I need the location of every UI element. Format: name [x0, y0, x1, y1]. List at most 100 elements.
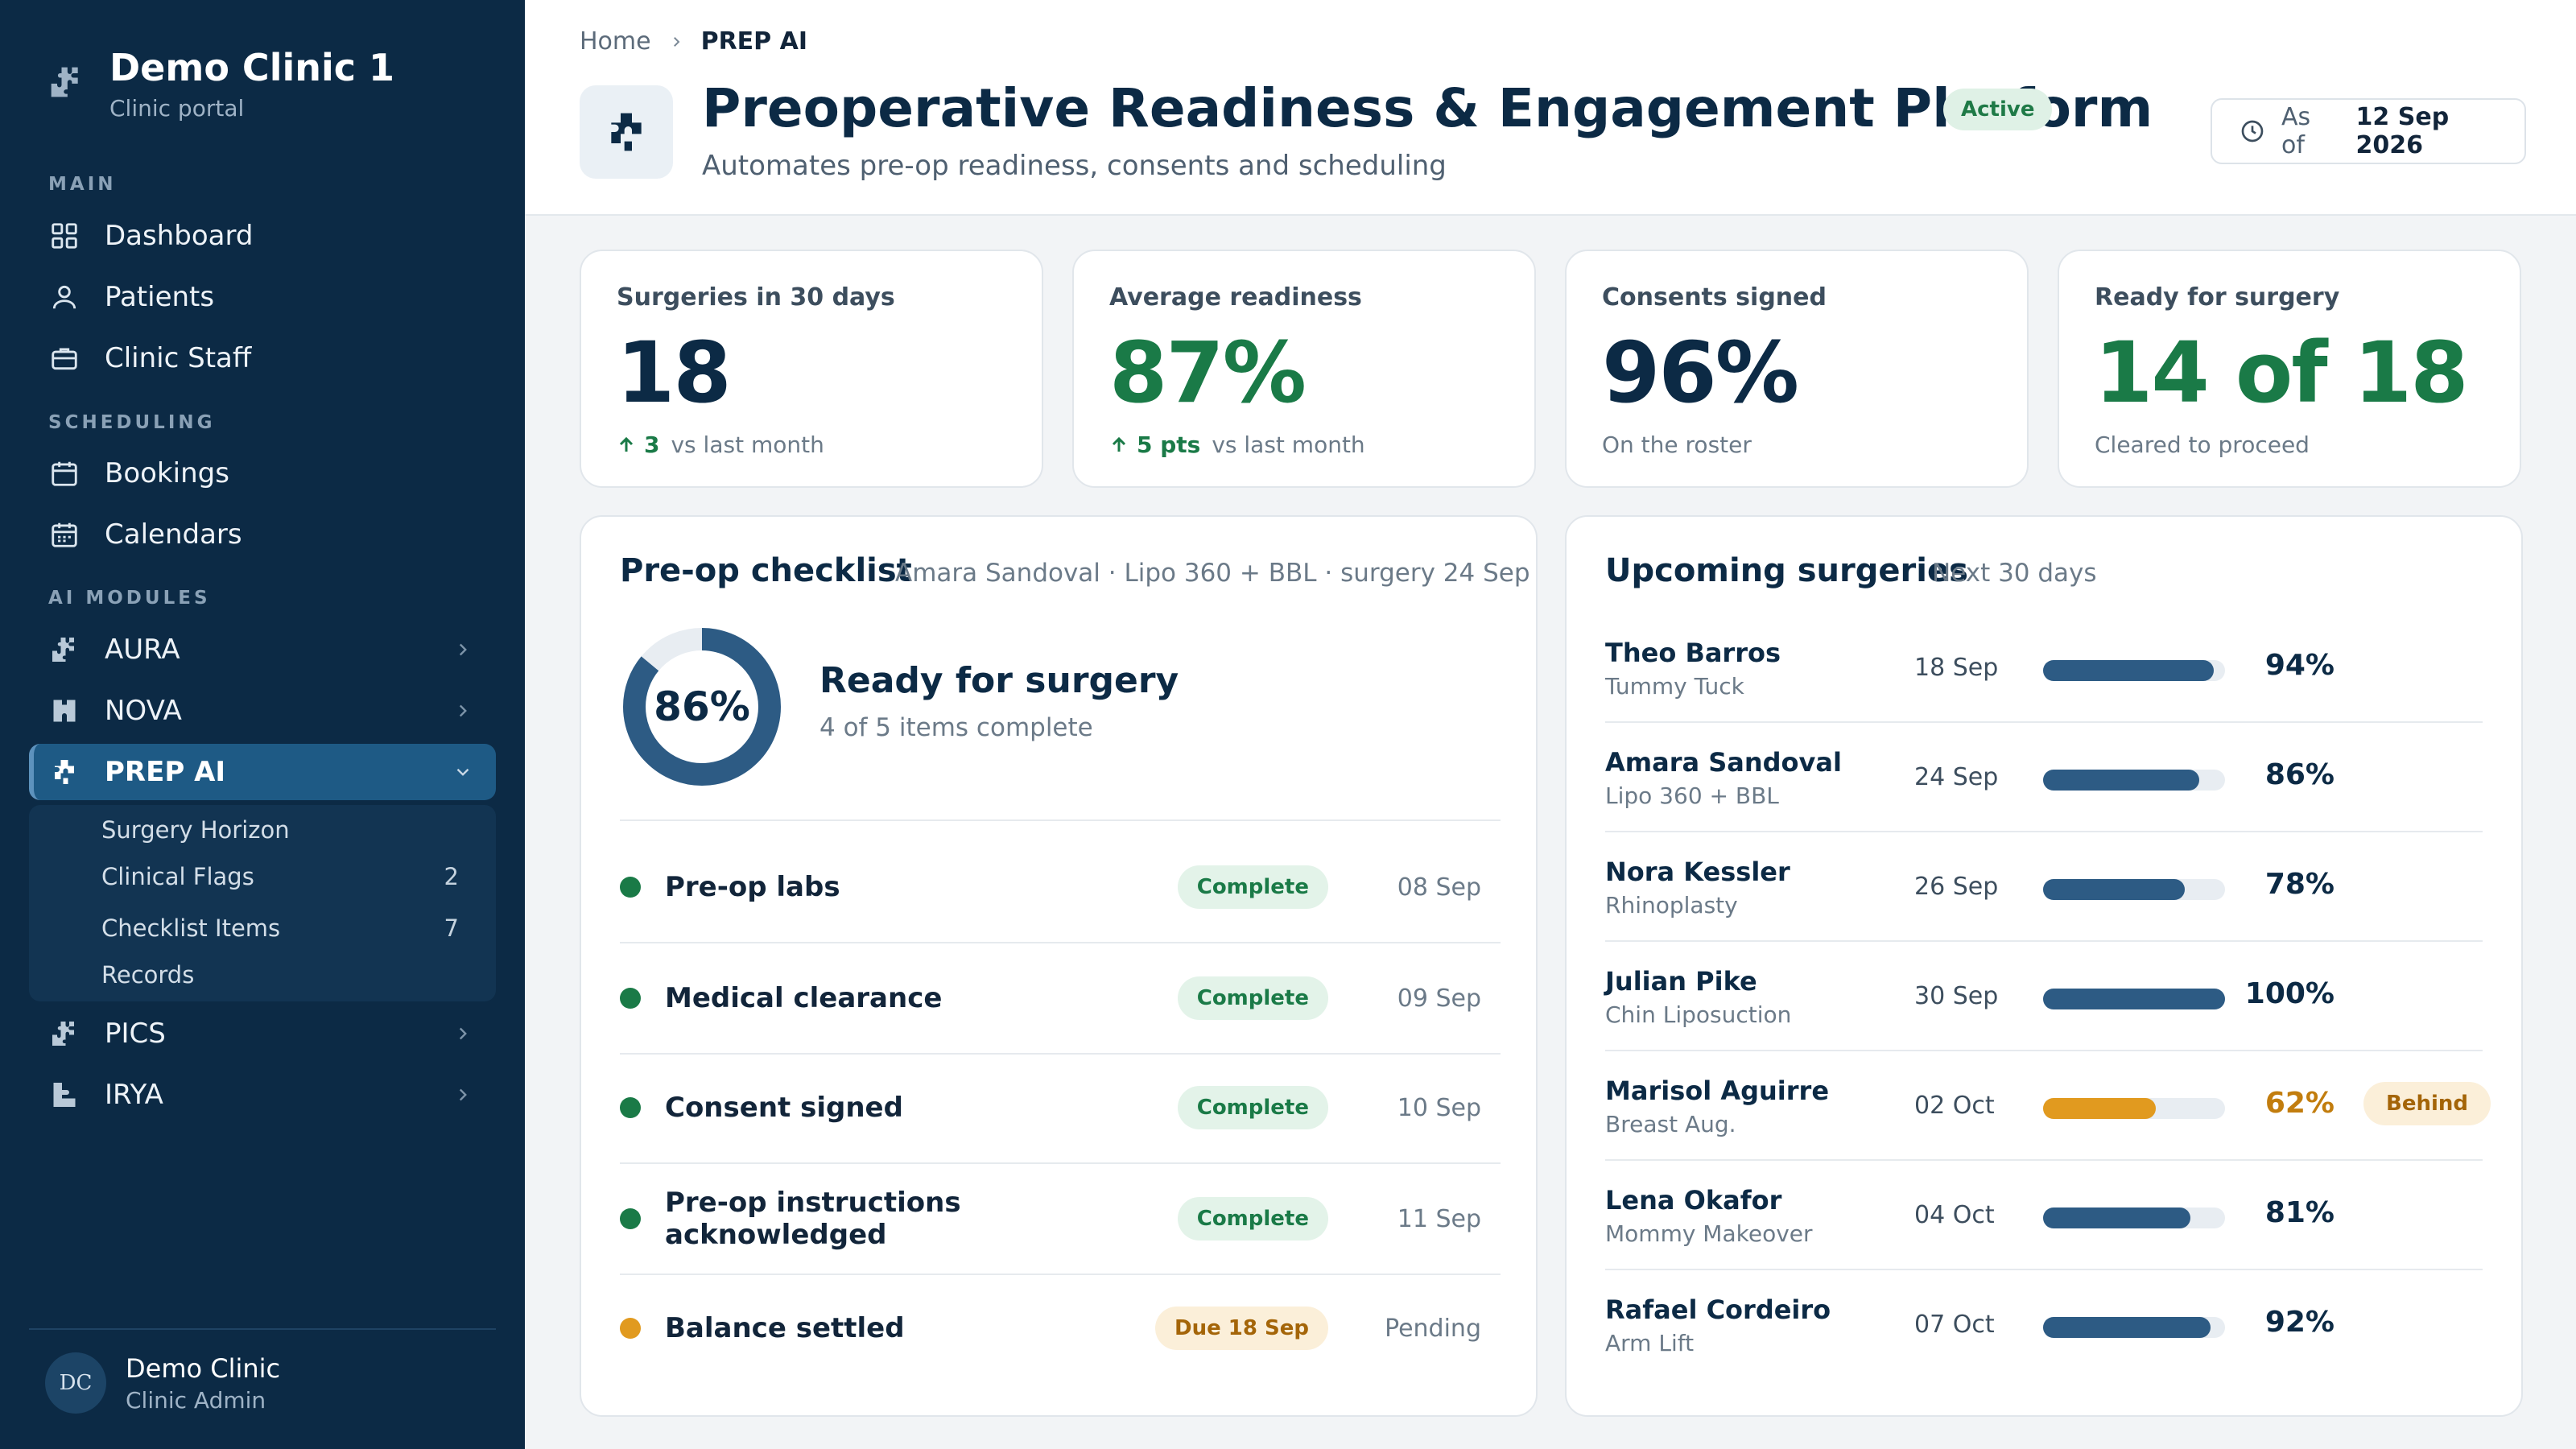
- surgery-row[interactable]: Theo Barros Tummy Tuck 18 Sep 94%: [1605, 612, 2483, 721]
- submenu-item-clinical-flags[interactable]: Clinical Flags 2: [101, 863, 496, 890]
- arrow-up-icon: [1112, 436, 1126, 452]
- procedure-name: Tummy Tuck: [1605, 673, 1744, 700]
- checklist-item-date: 09 Sep: [1397, 984, 1481, 1013]
- checklist-item-date: 10 Sep: [1397, 1093, 1481, 1122]
- readiness-percent: 92%: [2264, 1306, 2334, 1339]
- readiness-percent: 100%: [2244, 977, 2334, 1010]
- checklist-item-date: Pending: [1385, 1314, 1481, 1343]
- readiness-bar: [2043, 1098, 2225, 1119]
- stat-footer: 5 pts vs last month: [1109, 431, 1365, 458]
- divider: [1605, 831, 2483, 832]
- calendar-grid-icon: [48, 518, 80, 551]
- checklist-item-date: 11 Sep: [1397, 1204, 1481, 1233]
- surgery-row[interactable]: Marisol Aguirre Breast Aug. 02 Oct 62% Behin…: [1605, 1050, 2491, 1159]
- user-icon: [48, 281, 80, 313]
- divider: [1605, 940, 2483, 942]
- status-pill: Due 18 Sep: [1155, 1307, 1328, 1350]
- sidebar-item-pics[interactable]: PICS: [29, 1005, 496, 1062]
- breadcrumb-current: PREP AI: [700, 27, 807, 56]
- submenu-item-label: Clinical Flags: [101, 863, 254, 890]
- ring-progress: [623, 628, 781, 786]
- submenu-item-surgery-horizon[interactable]: Surgery Horizon: [101, 816, 496, 844]
- brand[interactable]: Demo Clinic 1 Clinic portal: [48, 45, 394, 122]
- submenu-item-checklist-items[interactable]: Checklist Items 7: [101, 914, 496, 942]
- readiness-bar: [2043, 879, 2225, 900]
- sidebar-item-patients[interactable]: Patients: [29, 269, 496, 325]
- sidebar-item-calendars[interactable]: Calendars: [29, 506, 496, 563]
- readiness-bar-fill: [2043, 660, 2215, 681]
- sidebar-item-nova[interactable]: NOVA: [29, 683, 496, 739]
- procedure-name: Mommy Makeover: [1605, 1220, 1813, 1247]
- user-profile[interactable]: DC Demo Clinic Clinic Admin: [45, 1352, 280, 1414]
- divider: [620, 942, 1501, 943]
- divider: [620, 819, 1501, 821]
- checklist-item-label: Pre-op labs: [665, 871, 840, 903]
- sidebar-divider: [29, 1328, 496, 1330]
- user-role: Clinic Admin: [126, 1386, 266, 1414]
- puzzle-icon: [48, 1018, 80, 1050]
- readiness-bar: [2043, 989, 2225, 1009]
- surgery-row[interactable]: Julian Pike Chin Liposuction 30 Sep 100%: [1605, 940, 2483, 1050]
- stat-card-surgeries: Surgeries in 30 days 18 3 vs last month: [580, 250, 1043, 488]
- patient-name: Amara Sandoval: [1605, 747, 1842, 778]
- stat-footer: 3 vs last month: [617, 431, 824, 458]
- divider: [620, 1162, 1501, 1164]
- checklist-row[interactable]: Pre-op labs Complete 08 Sep: [620, 832, 1481, 942]
- sidebar-item-label: Patients: [105, 281, 215, 313]
- status-badge: Active: [1943, 89, 2053, 130]
- puzzle-icon: [48, 695, 80, 727]
- panel-title: Pre-op checklist: [620, 552, 912, 589]
- checklist-row[interactable]: Medical clearance Complete 09 Sep: [620, 943, 1481, 1053]
- sidebar-item-label: Bookings: [105, 457, 229, 489]
- panel-subtitle: Next 30 days: [1932, 559, 2097, 588]
- module-icon: [580, 85, 673, 179]
- readiness-bar: [2043, 1317, 2225, 1338]
- status-pill: Complete: [1177, 1197, 1328, 1241]
- prep-ai-submenu: Surgery Horizon Clinical Flags 2 Checkli…: [29, 805, 496, 1001]
- sidebar-item-aura[interactable]: AURA: [29, 621, 496, 678]
- section-label-scheduling: SCHEDULING: [48, 412, 216, 433]
- surgery-row[interactable]: Lena Okafor Mommy Makeover 04 Oct 81%: [1605, 1159, 2483, 1269]
- sidebar-item-irya[interactable]: IRYA: [29, 1067, 496, 1123]
- breadcrumb: Home PREP AI: [580, 27, 807, 56]
- chevron-right-icon: [459, 1027, 467, 1040]
- stat-delta: 5 pts: [1109, 431, 1200, 458]
- user-name: Demo Clinic: [126, 1352, 281, 1384]
- surgery-row[interactable]: Nora Kessler Rhinoplasty 26 Sep 78%: [1605, 831, 2483, 940]
- stat-label: Average readiness: [1109, 283, 1362, 312]
- procedure-name: Arm Lift: [1605, 1330, 1695, 1356]
- sidebar-item-clinic-staff[interactable]: Clinic Staff: [29, 330, 496, 386]
- readiness-summary: 4 of 5 items complete: [819, 713, 1093, 742]
- surgery-date: 02 Oct: [1914, 1092, 1995, 1120]
- submenu-item-records[interactable]: Records: [101, 961, 496, 989]
- checklist-row[interactable]: Pre-op instructions acknowledged Complet…: [620, 1164, 1481, 1274]
- sidebar-item-label: Calendars: [105, 518, 242, 551]
- surgery-row[interactable]: Amara Sandoval Lipo 360 + BBL 24 Sep 86%: [1605, 721, 2483, 831]
- stat-card-consents-signed: Consents signed 96% On the roster: [1565, 250, 2029, 488]
- sidebar-item-prep-ai[interactable]: PREP AI: [29, 744, 496, 800]
- readiness-bar-fill: [2043, 1317, 2211, 1338]
- section-label-main: MAIN: [48, 174, 117, 195]
- stat-label: Consents signed: [1602, 283, 1827, 312]
- grid-icon: [48, 220, 80, 252]
- checklist-row[interactable]: Balance settled Due 18 Sep Pending: [620, 1274, 1481, 1383]
- sidebar-item-dashboard[interactable]: Dashboard: [29, 208, 496, 264]
- readiness-percent: 62%: [2264, 1087, 2334, 1120]
- stat-value: 87%: [1109, 324, 1307, 422]
- patient-name: Julian Pike: [1605, 966, 1757, 997]
- status-dot: [620, 1208, 641, 1229]
- status-pill: Complete: [1177, 865, 1328, 909]
- breadcrumb-home[interactable]: Home: [580, 27, 651, 56]
- checklist-row[interactable]: Consent signed Complete 10 Sep: [620, 1053, 1481, 1162]
- readiness-bar: [2043, 770, 2225, 791]
- sidebar-item-label: NOVA: [105, 695, 182, 727]
- as-of-date-button[interactable]: As of 12 Sep 2026: [2211, 98, 2526, 164]
- sidebar-item-bookings[interactable]: Bookings: [29, 445, 496, 502]
- surgery-row[interactable]: Rafael Cordeiro Arm Lift 07 Oct 92%: [1605, 1269, 2483, 1378]
- submenu-item-count: 7: [444, 914, 459, 942]
- clinic-subtitle: Clinic portal: [109, 95, 245, 122]
- chevron-right-icon: [459, 704, 467, 717]
- chevron-down-icon: [456, 768, 469, 776]
- surgery-date: 26 Sep: [1914, 873, 1999, 901]
- procedure-name: Chin Liposuction: [1605, 1001, 1792, 1028]
